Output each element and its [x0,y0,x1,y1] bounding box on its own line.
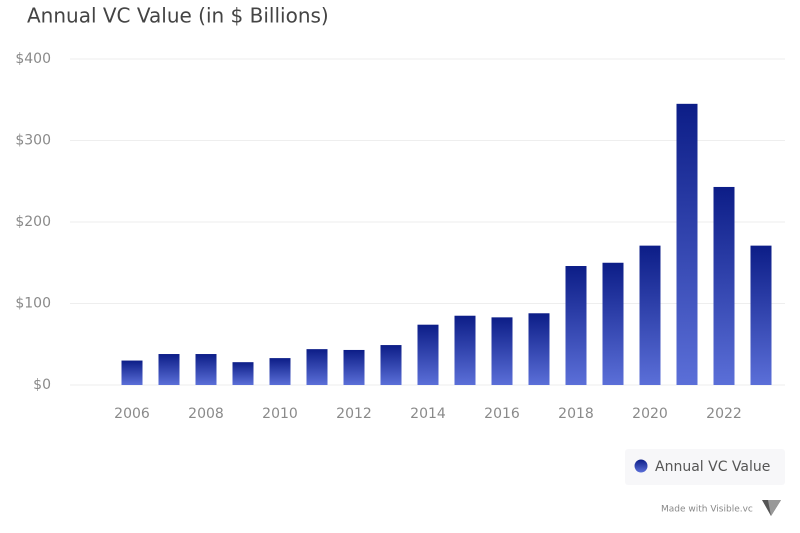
y-tick-label: $400 [15,51,51,67]
bar [602,262,624,385]
y-tick-label: $200 [15,214,51,230]
footer: Made with Visible.vc [661,505,753,515]
x-tick-label: 2010 [262,406,298,422]
bar [565,266,587,385]
chart-title: Annual VC Value (in $ Billions) [27,4,329,28]
bar [639,245,661,385]
bar [491,317,513,385]
bar [750,245,772,385]
x-tick-label: 2020 [632,406,668,422]
bar [676,103,698,385]
y-tick-label: $100 [15,296,51,312]
x-tick-label: 2018 [558,406,594,422]
legend-label: Annual VC Value [655,459,770,475]
x-tick-label: 2016 [484,406,520,422]
logo [768,500,781,516]
legend-box [625,449,785,485]
bar [380,345,402,385]
bar [454,315,476,385]
y-tick-label: $300 [15,133,51,149]
bar [158,354,180,385]
bar [343,349,365,385]
bar [417,324,439,385]
y-tick-label: $0 [33,377,51,393]
x-tick-label: 2012 [336,406,372,422]
bar [269,358,291,385]
bar [306,349,328,385]
bar [232,362,254,385]
bar [528,313,550,385]
x-tick-label: 2006 [114,406,150,422]
x-tick-label: 2008 [188,406,224,422]
bar [195,354,217,385]
legend-swatch [634,459,648,473]
bar [121,360,143,385]
x-tick-label: 2022 [706,406,742,422]
x-tick-label: 2014 [410,406,446,422]
bar [713,186,735,385]
